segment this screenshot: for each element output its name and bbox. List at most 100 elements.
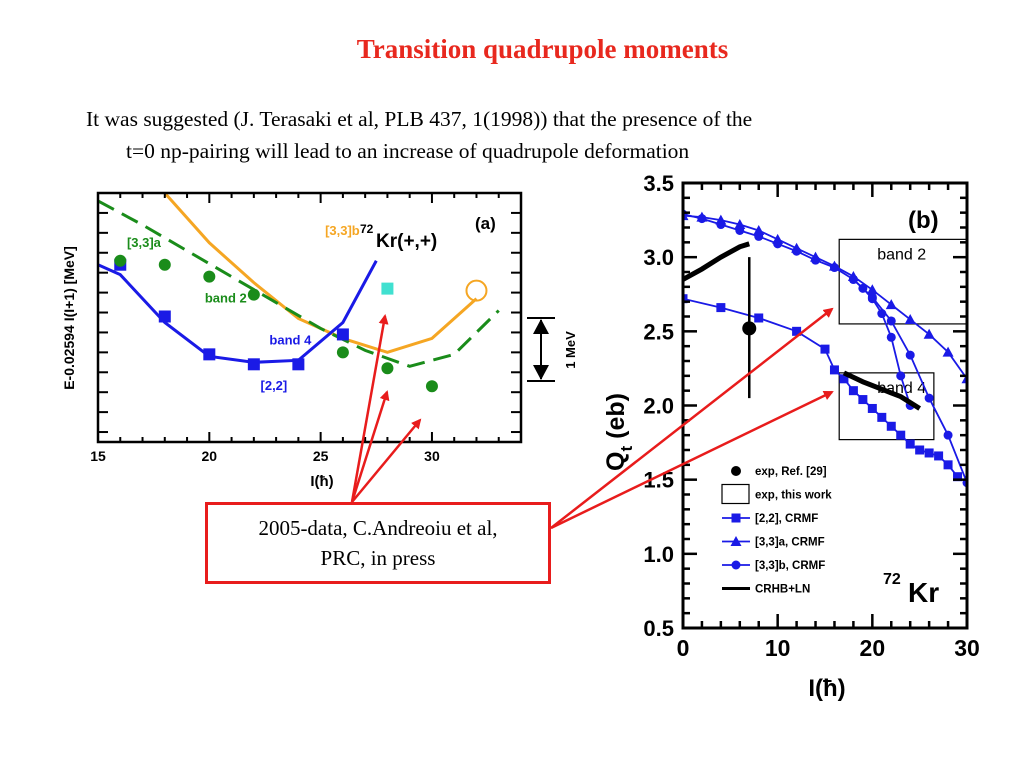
- data-point: [203, 348, 216, 361]
- callout-box: 2005-data, C.Andreoiu et al, PRC, in pre…: [205, 502, 551, 584]
- legend-item: [2,2], CRMF: [722, 513, 818, 525]
- y-axis-label-sub: t: [617, 446, 636, 452]
- x-tick-label: 0: [677, 635, 690, 661]
- data-point: [247, 358, 260, 371]
- series-annotation: [3,3]b: [325, 223, 360, 238]
- data-point: [923, 328, 935, 339]
- data-point: [381, 282, 394, 295]
- data-point: [858, 395, 868, 405]
- legend-symbol: [731, 560, 741, 570]
- callout-arrows: [350, 307, 834, 530]
- intro-line-2: t=0 np-pairing will lead to an increase …: [126, 139, 690, 163]
- series-line: [683, 214, 967, 380]
- intro-text: It was suggested (J. Terasaki et al, PLB…: [86, 103, 986, 167]
- data-point: [896, 430, 906, 440]
- panel-a-chart: 15 20 25 30 I(ħ) E-0.02594 I(I+1) [MeV] (a) 72K…: [61, 191, 578, 490]
- data-point: [867, 294, 877, 304]
- data-point: [885, 299, 897, 310]
- data-point: [943, 430, 953, 440]
- data-point: [915, 445, 925, 455]
- data-point: [905, 439, 915, 449]
- legend-item: exp, Ref. [29]: [731, 466, 827, 478]
- data-point: [792, 246, 802, 256]
- x-tick-label: 20: [202, 448, 218, 464]
- legend-item: [3,3]b, CRMF: [722, 560, 825, 572]
- nucleus-mass: 72: [360, 222, 374, 236]
- data-point: [158, 310, 171, 323]
- callout-arrow: [350, 390, 390, 503]
- series-line: [842, 370, 921, 411]
- experiment-box-label: band 2: [877, 246, 926, 263]
- callout-arrow: [351, 418, 422, 503]
- data-point: [858, 283, 868, 293]
- data-point: [877, 412, 887, 422]
- x-tick-label: 20: [860, 635, 886, 661]
- nucleus-label: Kr(+,+): [376, 231, 437, 252]
- data-point: [904, 313, 916, 324]
- y-axis-label: E-0.02594 I(I+1) [MeV]: [61, 246, 77, 390]
- data-point: [905, 350, 915, 360]
- legend-label: [3,3]b, CRMF: [755, 560, 825, 572]
- data-point: [829, 365, 839, 375]
- data-point: [425, 380, 438, 393]
- y-tick-label: 3.5: [643, 171, 674, 196]
- data-point: [877, 309, 887, 319]
- data-point: [742, 321, 757, 336]
- series-line: [683, 241, 751, 282]
- series-line: [98, 260, 378, 364]
- data-point: [247, 288, 260, 301]
- callout-arrow: [350, 314, 389, 503]
- legend-symbol: [730, 536, 742, 546]
- series-annotation: [3,3]a: [127, 235, 162, 250]
- data-point: [683, 294, 688, 304]
- data-point: [886, 316, 896, 326]
- data-point: [839, 374, 849, 384]
- legend-label: [2,2], CRMF: [755, 513, 818, 525]
- x-tick-label: 30: [954, 635, 980, 661]
- data-point: [867, 403, 877, 413]
- data-point: [292, 358, 305, 371]
- data-point: [943, 460, 953, 470]
- legend-item: [3,3]a, CRMF: [722, 536, 825, 549]
- scale-bar-arrow-down: [533, 365, 549, 380]
- scale-bar-arrow-up: [533, 319, 549, 334]
- y-axis-label-unit: (eb): [602, 393, 630, 446]
- data-point: [953, 472, 963, 482]
- nucleus-mass: 72: [883, 571, 901, 588]
- y-tick-label: 2.5: [643, 319, 674, 344]
- x-tick-label: 15: [90, 448, 106, 464]
- data-point: [716, 220, 726, 230]
- y-axis-label-q: Q: [602, 452, 630, 471]
- legend-symbol: [731, 513, 741, 523]
- slide-title: Transition quadrupole moments: [356, 34, 729, 64]
- x-axis-label: I(ħ): [808, 675, 845, 702]
- nucleus-label: Kr: [908, 577, 939, 608]
- panel-a-plot-area: [98, 193, 500, 393]
- data-point: [886, 332, 896, 342]
- data-point: [820, 344, 830, 354]
- y-axis-label: Qt (eb): [602, 393, 636, 471]
- y-tick-label: 2.0: [643, 394, 674, 419]
- callout-arrow: [550, 390, 834, 530]
- data-point: [381, 362, 394, 375]
- data-point: [336, 328, 349, 341]
- data-point: [848, 274, 858, 284]
- series-line: [98, 199, 500, 368]
- x-axis-label: I(ħ): [310, 473, 333, 490]
- y-tick-label: 1.0: [643, 542, 674, 567]
- x-tick-label: 10: [765, 635, 791, 661]
- data-point: [735, 225, 745, 235]
- data-point: [934, 451, 944, 461]
- data-point: [866, 284, 878, 295]
- data-point: [697, 214, 707, 224]
- legend-symbol: [721, 483, 750, 505]
- x-tick-label: 25: [313, 448, 329, 464]
- data-point: [158, 258, 171, 271]
- data-point: [896, 371, 906, 381]
- legend-item: CRHB+LN: [722, 584, 810, 596]
- data-point: [734, 219, 746, 230]
- legend-label: CRHB+LN: [755, 584, 810, 596]
